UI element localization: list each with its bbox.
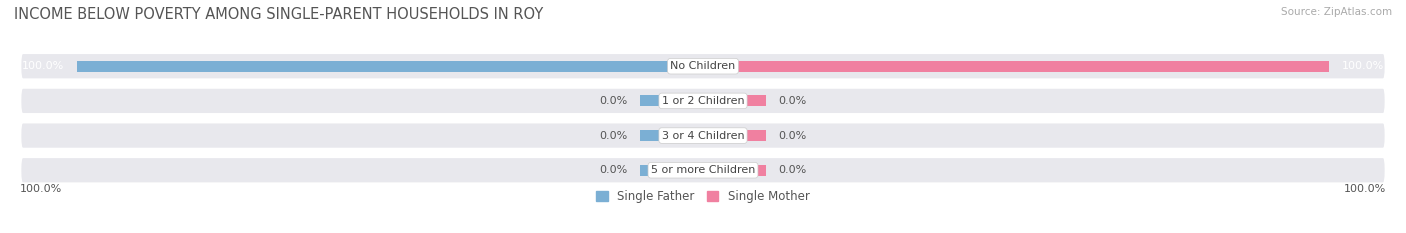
FancyBboxPatch shape <box>20 53 1386 79</box>
Bar <box>703 61 1329 72</box>
Legend: Single Father, Single Mother: Single Father, Single Mother <box>596 190 810 203</box>
FancyBboxPatch shape <box>20 122 1386 149</box>
Text: 100.0%: 100.0% <box>20 184 63 194</box>
Bar <box>640 130 703 141</box>
Text: 100.0%: 100.0% <box>22 61 65 71</box>
Text: No Children: No Children <box>671 61 735 71</box>
Bar <box>640 165 703 176</box>
Text: 5 or more Children: 5 or more Children <box>651 165 755 175</box>
Text: 0.0%: 0.0% <box>778 130 807 140</box>
Text: 1 or 2 Children: 1 or 2 Children <box>662 96 744 106</box>
Text: 0.0%: 0.0% <box>778 165 807 175</box>
Text: 0.0%: 0.0% <box>599 96 628 106</box>
Text: 3 or 4 Children: 3 or 4 Children <box>662 130 744 140</box>
Text: 100.0%: 100.0% <box>1341 61 1384 71</box>
FancyBboxPatch shape <box>20 157 1386 183</box>
Bar <box>703 95 766 106</box>
Bar <box>640 95 703 106</box>
Bar <box>703 130 766 141</box>
Text: INCOME BELOW POVERTY AMONG SINGLE-PARENT HOUSEHOLDS IN ROY: INCOME BELOW POVERTY AMONG SINGLE-PARENT… <box>14 7 543 22</box>
Text: 0.0%: 0.0% <box>599 130 628 140</box>
Text: 0.0%: 0.0% <box>599 165 628 175</box>
Bar <box>77 61 703 72</box>
FancyBboxPatch shape <box>20 88 1386 114</box>
Bar <box>703 165 766 176</box>
Text: 0.0%: 0.0% <box>778 96 807 106</box>
Text: Source: ZipAtlas.com: Source: ZipAtlas.com <box>1281 7 1392 17</box>
Text: 100.0%: 100.0% <box>1343 184 1386 194</box>
